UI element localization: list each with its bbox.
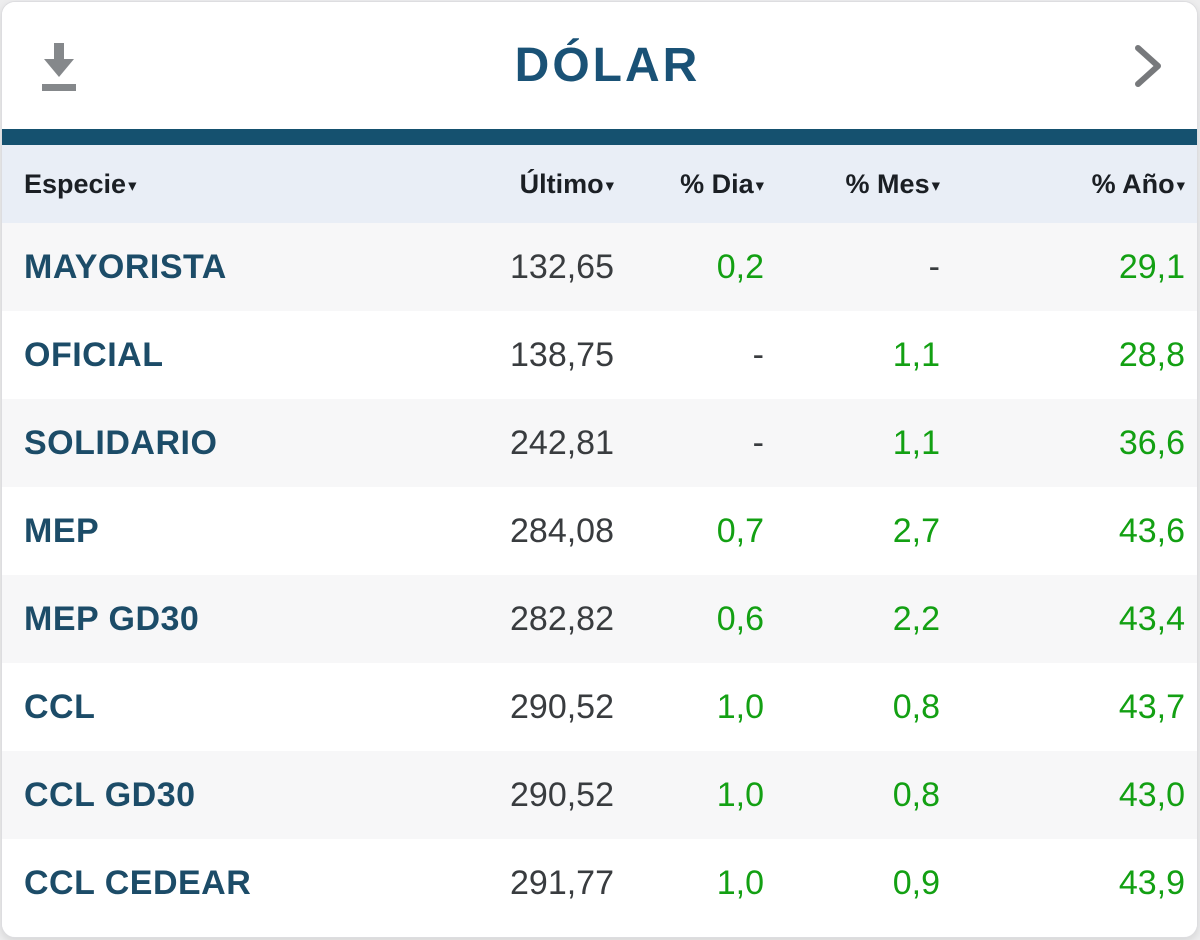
cell-ano: 43,4 — [1118, 599, 1185, 638]
cell-especie[interactable]: SOLIDARIO — [24, 423, 218, 462]
cell-ultimo: 242,81 — [510, 423, 614, 462]
cell-mes: 0,8 — [892, 775, 940, 814]
cell-ano: 43,0 — [1118, 775, 1185, 814]
column-header-dia[interactable]: % Dia ▾ — [614, 145, 764, 223]
cell-ultimo: 282,82 — [510, 599, 614, 638]
cell-mes: 2,2 — [892, 599, 940, 638]
cell-mes: 1,1 — [892, 423, 940, 462]
cell-ultimo: 290,52 — [510, 775, 614, 814]
cell-ano: 36,6 — [1118, 423, 1185, 462]
cell-ultimo: 132,65 — [510, 247, 614, 286]
cell-especie[interactable]: MAYORISTA — [24, 247, 227, 286]
cell-especie[interactable]: OFICIAL — [24, 335, 164, 374]
cell-ano: 43,6 — [1118, 511, 1185, 550]
column-header-mes[interactable]: % Mes ▾ — [764, 145, 940, 223]
caret-down-icon: ▾ — [755, 176, 764, 196]
table-row[interactable]: MEP GD30 282,82 0,6 2,2 43,4 — [2, 575, 1197, 663]
table-row[interactable]: CCL CEDEAR 291,77 1,0 0,9 43,9 — [2, 839, 1197, 927]
chevron-right-icon — [1135, 44, 1161, 87]
caret-down-icon: ▾ — [605, 176, 614, 196]
cell-ano: 29,1 — [1118, 247, 1185, 286]
cell-ultimo: 290,52 — [510, 687, 614, 726]
cell-mes: - — [928, 247, 940, 286]
cell-mes: 2,7 — [892, 511, 940, 550]
column-header-ultimo[interactable]: Último ▾ — [422, 145, 614, 223]
caret-down-icon: ▾ — [1176, 176, 1185, 196]
cell-ultimo: 284,08 — [510, 511, 614, 550]
caret-down-icon: ▾ — [128, 176, 137, 196]
cell-ano: 28,8 — [1118, 335, 1185, 374]
cell-dia: 0,7 — [716, 511, 764, 550]
cell-dia: 0,6 — [716, 599, 764, 638]
table-row[interactable]: MAYORISTA 132,65 0,2 - 29,1 — [2, 223, 1197, 311]
column-label: % Mes — [845, 168, 930, 199]
dollar-table: Especie ▾ Último ▾ % Dia ▾ % Mes ▾ % Año ▾ MA… — [2, 145, 1197, 927]
cell-mes: 0,9 — [892, 863, 940, 902]
cell-dia: 1,0 — [716, 687, 764, 726]
cell-especie[interactable]: MEP — [24, 511, 100, 550]
cell-ultimo: 138,75 — [510, 335, 614, 374]
cell-ano: 43,9 — [1118, 863, 1185, 902]
expand-button[interactable] — [1129, 38, 1167, 94]
cell-dia: 1,0 — [716, 775, 764, 814]
accent-bar — [2, 129, 1197, 145]
cell-especie[interactable]: CCL CEDEAR — [24, 863, 252, 902]
table-row[interactable]: CCL 290,52 1,0 0,8 43,7 — [2, 663, 1197, 751]
cell-especie[interactable]: CCL — [24, 687, 96, 726]
cell-mes: 0,8 — [892, 687, 940, 726]
cell-dia: 1,0 — [716, 863, 764, 902]
column-label: % Año — [1091, 168, 1175, 199]
column-label: % Dia — [680, 168, 754, 199]
table-row[interactable]: MEP 284,08 0,7 2,7 43,6 — [2, 487, 1197, 575]
cell-dia: - — [752, 423, 764, 462]
cell-ano: 43,7 — [1118, 687, 1185, 726]
cell-ultimo: 291,77 — [510, 863, 614, 902]
column-header-especie[interactable]: Especie ▾ — [2, 145, 422, 223]
table-row[interactable]: OFICIAL 138,75 - 1,1 28,8 — [2, 311, 1197, 399]
download-icon — [42, 42, 76, 91]
widget-title: DÓLAR — [514, 39, 701, 92]
cell-especie[interactable]: MEP GD30 — [24, 599, 200, 638]
table-header-row: Especie ▾ Último ▾ % Dia ▾ % Mes ▾ % Año ▾ — [2, 145, 1197, 223]
column-header-ano[interactable]: % Año ▾ — [940, 145, 1197, 223]
table-row[interactable]: CCL GD30 290,52 1,0 0,8 43,0 — [2, 751, 1197, 839]
cell-dia: 0,2 — [716, 247, 764, 286]
column-label: Último — [519, 168, 604, 199]
cell-especie[interactable]: CCL GD30 — [24, 775, 196, 814]
column-label: Especie — [24, 168, 127, 199]
widget-header: DÓLAR — [2, 2, 1197, 129]
cell-mes: 1,1 — [892, 335, 940, 374]
caret-down-icon: ▾ — [931, 176, 940, 196]
dollar-table-body: MAYORISTA 132,65 0,2 - 29,1 OFICIAL 138,75 - 1,1… — [2, 223, 1197, 927]
table-row[interactable]: SOLIDARIO 242,81 - 1,1 36,6 — [2, 399, 1197, 487]
cell-dia: - — [752, 335, 764, 374]
download-button[interactable] — [32, 36, 86, 96]
